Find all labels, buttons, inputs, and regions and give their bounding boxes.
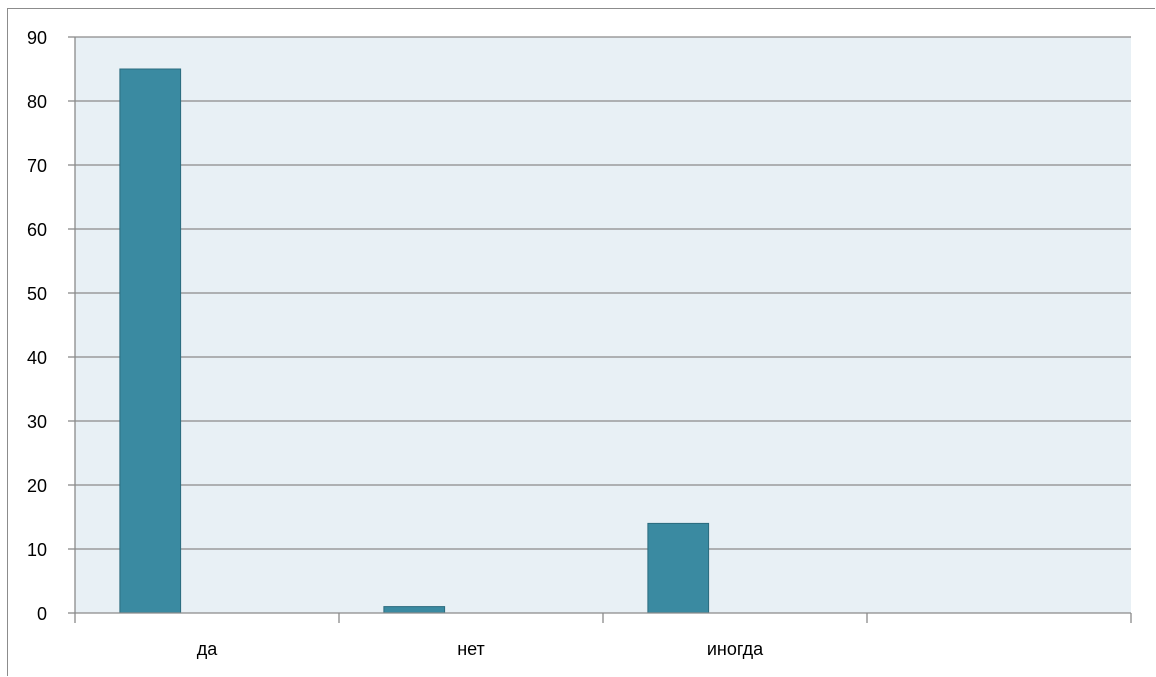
x-tick-labels: да нет иногда	[197, 639, 764, 659]
plot-area	[75, 37, 1131, 613]
bars	[119, 68, 710, 614]
x-tick-label: да	[197, 639, 219, 659]
axes	[74, 37, 1132, 623]
bar	[647, 522, 710, 614]
y-tick-label: 20	[27, 476, 47, 496]
x-tick-label: иногда	[707, 639, 764, 659]
gridlines	[68, 36, 1131, 614]
y-tick-label: 90	[27, 28, 47, 48]
bar	[383, 606, 446, 614]
y-tick-label: 70	[27, 156, 47, 176]
y-tick-label: 50	[27, 284, 47, 304]
y-tick-label: 60	[27, 220, 47, 240]
y-tick-label: 40	[27, 348, 47, 368]
y-tick-label: 80	[27, 92, 47, 112]
x-tick-label: нет	[457, 639, 485, 659]
y-tick-label: 10	[27, 540, 47, 560]
bar	[119, 68, 182, 614]
y-tick-label: 30	[27, 412, 47, 432]
y-tick-label: 0	[37, 604, 47, 624]
y-tick-labels: 0 10 20 30 40 50 60 70 80 90	[27, 28, 47, 624]
